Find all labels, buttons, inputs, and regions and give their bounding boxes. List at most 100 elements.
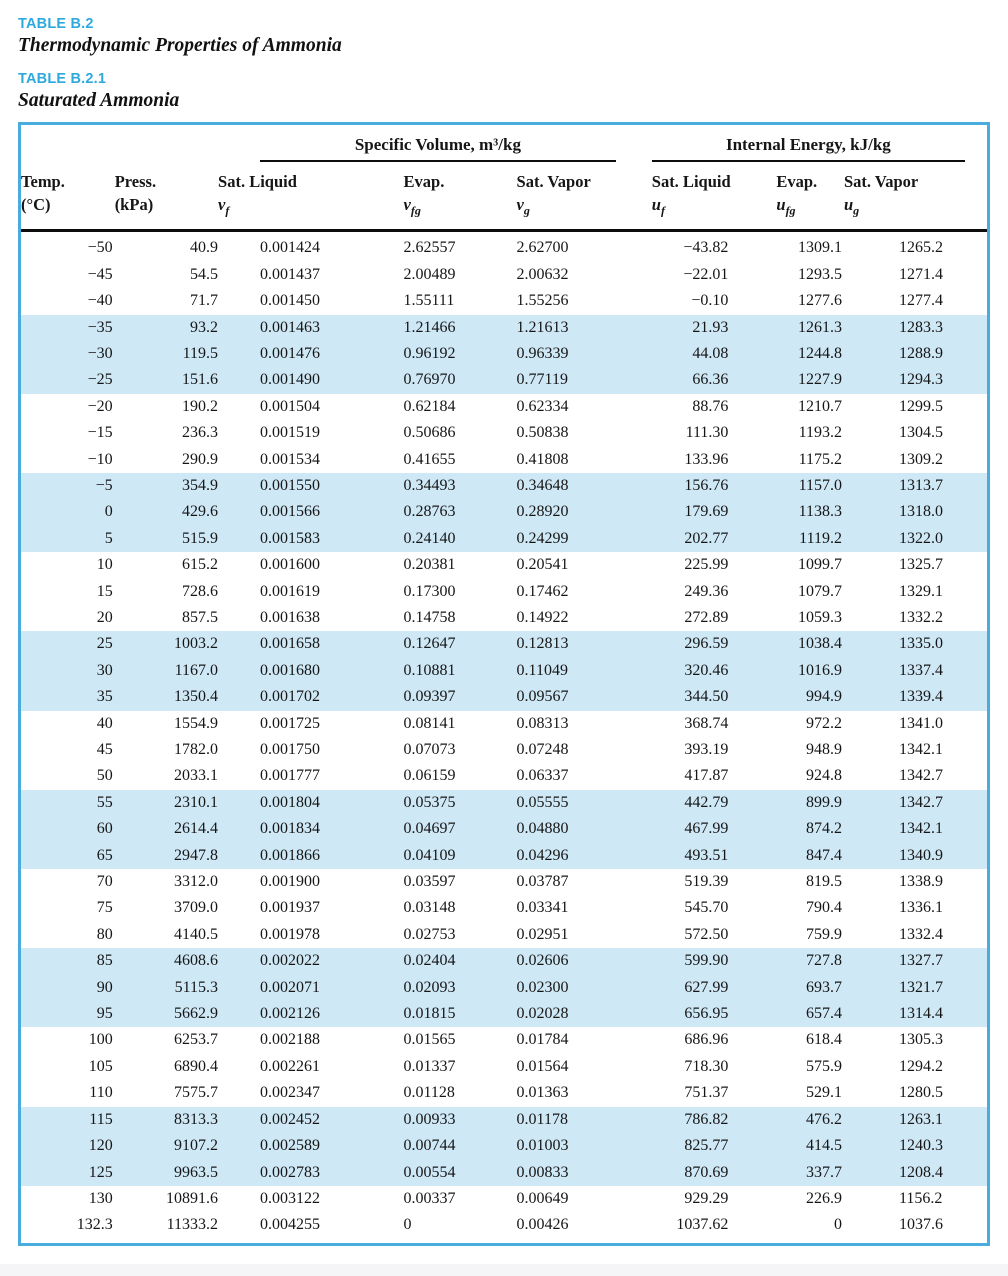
table-cell: 3312.0	[174, 873, 219, 891]
table-cell: 1325.7	[898, 556, 943, 574]
table-cell: 0.002188	[260, 1031, 321, 1049]
table-cell: 0.05375	[403, 789, 517, 817]
table-cell: 0.001777	[260, 767, 321, 785]
table-cell: 120	[21, 1133, 115, 1160]
table-cell: 0.02951	[516, 925, 569, 943]
table-cell: 60	[21, 816, 115, 843]
table-cell: 442.79	[651, 789, 777, 817]
table-cell: 0.17300	[403, 582, 456, 600]
table-cell: 0.001900	[260, 873, 321, 891]
table-cell: 0.07248	[516, 741, 569, 759]
table-row: −35 93.2 0.001463 1.21466 1.21613 21.93 1261.3…	[21, 314, 987, 341]
table-row: −20 190.2 0.001504 0.62184 0.62334 88.76 1210.…	[21, 394, 987, 420]
table-cell: 519.39	[684, 873, 729, 891]
table-cell: 66.36	[651, 367, 777, 394]
table-cell: 786.82	[651, 1106, 777, 1134]
table-row: 125 9963.5 0.002783 0.00554 0.00833 870.69 337…	[21, 1159, 987, 1186]
table-cell: 105	[88, 1057, 113, 1075]
table-cell: 572.50	[684, 925, 729, 943]
table-cell: 0.28920	[516, 499, 652, 526]
table-cell: 0.00649	[516, 1189, 569, 1207]
table-cell: 0.001804	[218, 789, 404, 817]
table-cell: 0.14922	[516, 608, 569, 626]
table-cell: 1277.4	[898, 292, 943, 310]
table-cell: 0.24140	[403, 525, 517, 553]
table-cell: 0.00337	[403, 1189, 456, 1207]
table-cell: 0.04880	[516, 816, 652, 843]
table-cell: 0.001504	[260, 397, 321, 415]
table-cell: 88.76	[692, 397, 729, 415]
table-cell: 0.06159	[403, 767, 456, 785]
table-cell: 0.02753	[403, 925, 456, 943]
table-cell: 0.12813	[516, 631, 652, 658]
table-cell: 156.76	[651, 472, 777, 500]
table-cell: 1314.4	[843, 1001, 987, 1028]
column-header-temp: Temp. (°C)	[21, 162, 115, 233]
table-row: 120 9107.2 0.002589 0.00744 0.01003 825.77 414…	[21, 1133, 987, 1160]
table-row: 85 4608.6 0.002022 0.02404 0.02606 599.90 727.…	[21, 948, 987, 975]
table-cell: 0.05555	[516, 789, 652, 817]
table-cell: 825.77	[651, 1133, 777, 1160]
group-header-spacer	[21, 133, 218, 162]
table-cell: 0.02093	[403, 974, 517, 1002]
table-cell: 948.9	[805, 741, 842, 759]
table-cell: 819.5	[805, 873, 842, 891]
table-cell: 1.21613	[516, 314, 652, 341]
table-cell: 1782.0	[174, 741, 219, 759]
table-cell: 0.09567	[516, 684, 652, 711]
table-cell: 1350.4	[114, 684, 219, 711]
table-cell: 368.74	[684, 714, 729, 732]
table-cell: 1210.7	[797, 397, 842, 415]
table-row: 40 1554.9 0.001725 0.08141 0.08313 368.74 972.…	[21, 711, 987, 737]
table-cell: 249.36	[684, 582, 729, 600]
table-cell: 874.2	[776, 816, 844, 843]
table-cell: 25	[21, 631, 115, 658]
table-row: 35 1350.4 0.001702 0.09397 0.09567 344.50 994.…	[21, 684, 987, 711]
table-cell: 656.95	[651, 1001, 777, 1028]
table-cell: 0.001463	[218, 314, 404, 341]
page: TABLE B.2 Thermodynamic Properties of Am…	[18, 16, 990, 1246]
table-cell: 10891.6	[166, 1189, 219, 1207]
table-cell: 5662.9	[114, 1001, 219, 1028]
table-cell: −10	[87, 450, 113, 468]
table-cell: 0.04697	[403, 816, 517, 843]
table-cell: 0.14758	[403, 608, 456, 626]
table-cell: 686.96	[684, 1031, 729, 1049]
table-row: 80 4140.5 0.001978 0.02753 0.02951 572.50 759.…	[21, 922, 987, 948]
table-cell: 354.9	[114, 472, 219, 500]
table-cell: 0.002261	[260, 1057, 321, 1075]
table-cell: 657.4	[776, 1001, 844, 1028]
table-cell: 0.01564	[516, 1057, 569, 1075]
table-cell: 90	[21, 974, 115, 1002]
table-cell: 0.001519	[260, 424, 321, 442]
group-header-internal-energy: Internal Energy, kJ/kg	[651, 133, 987, 162]
table-cell: 115	[21, 1106, 115, 1134]
table-cell: 290.9	[182, 450, 219, 468]
table-cell: 1038.4	[776, 631, 844, 658]
table-cell: 54.5	[190, 265, 219, 283]
table-cell: 1037.6	[898, 1216, 943, 1234]
table-cell: 0.002452	[218, 1106, 404, 1134]
table-cell: 151.6	[114, 367, 219, 394]
table-row: 0 429.6 0.001566 0.28763 0.28920 179.69 1138.3…	[21, 499, 987, 526]
table-cell: 85	[21, 948, 115, 975]
table-row: 110 7575.7 0.002347 0.01128 0.01363 751.37 529…	[21, 1080, 987, 1106]
table-cell: 2.62700	[516, 239, 569, 257]
table-cell: 1313.7	[843, 472, 987, 500]
table-cell: 1299.5	[898, 397, 943, 415]
table-cell: 7575.7	[174, 1084, 219, 1102]
table-cell: 0.01815	[403, 1001, 517, 1028]
table-cell: −5	[21, 472, 115, 500]
table-cell: 0.002071	[218, 974, 404, 1002]
table-cell: 972.2	[805, 714, 842, 732]
table-cell: 0.28763	[403, 499, 517, 526]
table-cell: 0.001866	[218, 842, 404, 870]
table-b21-title: Saturated Ammonia	[18, 90, 180, 111]
table-row: 50 2033.1 0.001777 0.06159 0.06337 417.87 924.…	[21, 763, 987, 789]
table-cell: 1079.7	[797, 582, 842, 600]
table-cell: 0.96192	[403, 340, 517, 368]
table-cell: 727.8	[776, 948, 844, 975]
table-cell: 0.02404	[403, 948, 517, 975]
specific-volume-heading: Specific Volume, m³/kg	[260, 135, 616, 162]
table-cell: 337.7	[776, 1159, 844, 1186]
